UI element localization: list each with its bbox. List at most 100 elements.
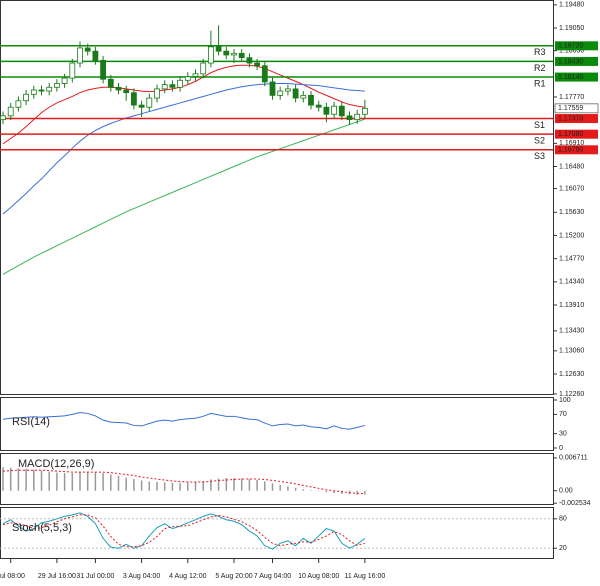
x-tick-label: 5 Aug 20:00 bbox=[215, 573, 252, 580]
candle-body bbox=[146, 97, 153, 108]
y-tick-label: 1.19050 bbox=[559, 25, 584, 32]
candle-body bbox=[84, 47, 91, 52]
rsi-frame bbox=[0, 397, 554, 451]
y-tick-label: -0.002534 bbox=[559, 500, 591, 507]
y-tick-label: 0 bbox=[559, 445, 563, 452]
candle-body bbox=[54, 83, 60, 88]
candle-body bbox=[207, 46, 214, 64]
candle-body bbox=[277, 90, 284, 96]
x-tick-label: 10 Aug 08:00 bbox=[298, 573, 339, 580]
candle-body bbox=[261, 65, 268, 83]
level-box bbox=[555, 41, 598, 51]
level-name: S2 bbox=[534, 136, 545, 146]
y-tick-label: 1.15200 bbox=[559, 232, 584, 239]
candle-body bbox=[354, 113, 361, 121]
candle-body bbox=[223, 50, 230, 56]
level-label: 1.18720 bbox=[558, 43, 583, 50]
y-tick-label: 70 bbox=[559, 411, 567, 418]
level-box bbox=[555, 56, 598, 66]
y-tick-label: 0.00 bbox=[559, 488, 573, 495]
candle-body bbox=[61, 77, 68, 84]
y-tick-label: 0.006711 bbox=[559, 455, 588, 462]
price-box bbox=[554, 103, 599, 114]
x-tick-label: 29 Jul 16:00 bbox=[38, 573, 76, 580]
y-tick-label: 100 bbox=[559, 397, 571, 404]
candle-body bbox=[100, 59, 106, 80]
candle-body bbox=[23, 93, 30, 102]
y-tick-label: 1.13910 bbox=[559, 302, 584, 309]
candle-body bbox=[15, 100, 22, 108]
candle-body bbox=[338, 105, 345, 117]
candle-body bbox=[161, 84, 168, 90]
candle-body bbox=[184, 76, 191, 81]
level-name: S3 bbox=[534, 151, 545, 161]
candle-body bbox=[115, 86, 122, 91]
y-tick-label: 30 bbox=[559, 430, 567, 437]
x-tick-label: 3 Aug 04:00 bbox=[123, 573, 160, 580]
candle-body bbox=[7, 106, 14, 117]
moving-average bbox=[2, 64, 365, 145]
rsi-title: RSI(14) bbox=[12, 416, 50, 428]
candle-body bbox=[215, 46, 222, 52]
candle-body bbox=[331, 105, 338, 115]
y-tick-label: 1.14770 bbox=[559, 256, 584, 263]
moving-average bbox=[2, 83, 365, 215]
candle-body bbox=[130, 92, 137, 106]
x-tick-label: Jul 08:00 bbox=[0, 573, 25, 580]
stoch-title: Stoch(5,5,3) bbox=[12, 522, 72, 534]
candle-body bbox=[177, 79, 184, 88]
candle-body bbox=[254, 62, 261, 67]
level-label: 1.18430 bbox=[558, 58, 583, 65]
macd-signal bbox=[2, 469, 365, 495]
macd-frame bbox=[0, 453, 554, 505]
candle-body bbox=[269, 81, 276, 96]
y-tick-label: 1.18630 bbox=[559, 47, 584, 54]
x-tick-label: 11 Aug 16:00 bbox=[345, 573, 386, 580]
x-tick-label: 7 Aug 04:00 bbox=[254, 573, 291, 580]
candle-body bbox=[231, 52, 237, 56]
level-name: R3 bbox=[534, 47, 546, 57]
y-tick-label: 1.12260 bbox=[559, 391, 584, 398]
y-tick-label: 1.17770 bbox=[559, 94, 584, 101]
y-tick-label: 1.12630 bbox=[559, 371, 584, 378]
candle-body bbox=[169, 84, 176, 88]
y-tick-label: 1.16480 bbox=[559, 163, 584, 170]
stoch-line bbox=[2, 512, 366, 550]
candle-body bbox=[192, 73, 199, 77]
y-tick-label: 20 bbox=[559, 545, 567, 552]
y-tick-label: 1.15630 bbox=[559, 209, 584, 216]
candle-body bbox=[346, 115, 353, 121]
candle-body bbox=[200, 62, 207, 75]
candle-body bbox=[138, 104, 145, 108]
macd-title: MACD(12,26,9) bbox=[18, 458, 94, 470]
level-name: S1 bbox=[534, 120, 545, 130]
candle-body bbox=[315, 104, 322, 108]
candle-body bbox=[154, 88, 160, 99]
y-tick-label: 1.16070 bbox=[559, 185, 584, 192]
candle-body bbox=[361, 107, 368, 115]
stoch-frame bbox=[0, 507, 554, 559]
x-tick-label: 4 Aug 12:00 bbox=[169, 573, 206, 580]
candle-body bbox=[77, 47, 83, 64]
level-label: 1.17080 bbox=[558, 131, 583, 138]
candle-body bbox=[0, 115, 6, 121]
candle-body bbox=[284, 88, 291, 92]
rsi-line bbox=[2, 411, 366, 430]
candle-body bbox=[323, 106, 330, 115]
candle-body bbox=[38, 89, 45, 92]
candle-body bbox=[107, 78, 114, 88]
y-tick-label: 1.19480 bbox=[559, 2, 584, 9]
candle-body bbox=[300, 94, 307, 99]
candle-body bbox=[308, 94, 314, 106]
level-label: 1.16790 bbox=[558, 147, 583, 154]
candle-body bbox=[238, 52, 245, 59]
level-name: R2 bbox=[534, 63, 546, 73]
level-box bbox=[555, 114, 598, 124]
current-price: 1.17559 bbox=[558, 105, 583, 112]
candle-body bbox=[46, 86, 53, 92]
candle-body bbox=[292, 88, 299, 99]
y-tick-label: 80 bbox=[559, 516, 567, 523]
level-name: R1 bbox=[534, 78, 546, 88]
y-tick-label: 1.13060 bbox=[559, 348, 584, 355]
